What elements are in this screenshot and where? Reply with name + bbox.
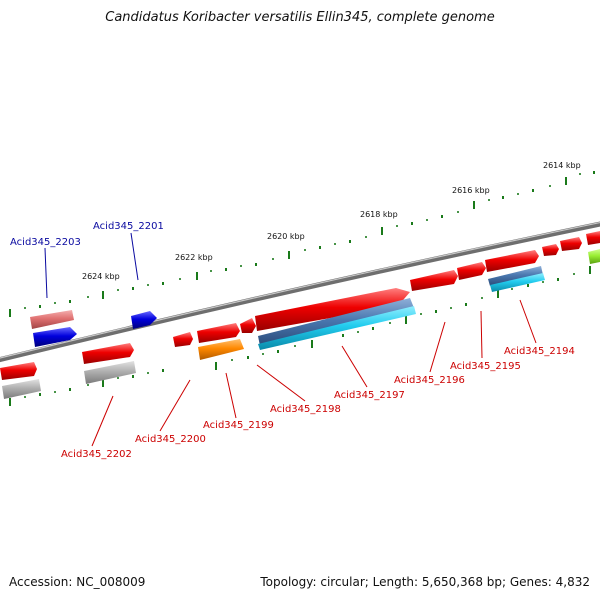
gene-feature[interactable] <box>410 270 458 291</box>
genome-backbone <box>0 221 600 363</box>
gene-feature[interactable] <box>82 343 134 364</box>
gene-feature[interactable] <box>198 339 244 360</box>
tick-label: 2614 kbp <box>543 161 581 170</box>
gene-label: Acid345_2196 <box>394 375 465 386</box>
gene-feature[interactable] <box>2 379 41 399</box>
coordinate-ruler <box>9 171 595 317</box>
genome-summary-text: Topology: circular; Length: 5,650,368 bp… <box>260 575 590 589</box>
map-title: Candidatus Koribacter versatilis Ellin34… <box>105 10 495 25</box>
gene-feature[interactable] <box>84 361 136 384</box>
gene-feature[interactable] <box>542 244 559 256</box>
gene-feature[interactable] <box>33 327 77 347</box>
gene-feature[interactable] <box>586 231 600 245</box>
tick-label: 2618 kbp <box>360 210 398 219</box>
gene-feature[interactable] <box>490 273 545 292</box>
tick-label: 2622 kbp <box>175 253 213 262</box>
gene-feature[interactable] <box>258 306 416 350</box>
tick-label: 2620 kbp <box>267 232 305 241</box>
tick-label: 2616 kbp <box>452 186 490 195</box>
tick-label: 2624 kbp <box>82 272 120 281</box>
gene-label: Acid345_2195 <box>450 361 521 372</box>
accession-text: Accession: NC_008009 <box>9 575 146 589</box>
gene-feature[interactable] <box>560 237 582 251</box>
forward-strand-genes <box>0 231 600 380</box>
gene-feature[interactable] <box>457 262 486 280</box>
gene-feature[interactable] <box>588 249 600 264</box>
gene-label: Acid345_2198 <box>270 404 341 415</box>
label-leaders <box>44 232 537 447</box>
gene-feature[interactable] <box>488 266 543 286</box>
gene-label: Acid345_2197 <box>334 390 405 401</box>
gene-feature[interactable] <box>485 250 539 272</box>
gene-label: Acid345_2199 <box>203 420 274 431</box>
gene-feature[interactable] <box>0 362 37 380</box>
gene-feature[interactable] <box>258 298 414 346</box>
gene-feature[interactable] <box>240 318 256 333</box>
gene-feature[interactable] <box>197 323 240 343</box>
gene-label: Acid345_2194 <box>504 346 575 357</box>
gene-label: Acid345_2203 <box>10 237 81 248</box>
gene-label: Acid345_2201 <box>93 221 164 232</box>
gene-feature[interactable] <box>30 310 74 329</box>
gene-label: Acid345_2200 <box>135 434 206 445</box>
gene-label: Acid345_2202 <box>61 449 132 460</box>
gene-feature[interactable] <box>173 332 193 347</box>
gene-feature[interactable] <box>255 288 410 331</box>
gene-feature[interactable] <box>131 311 157 329</box>
reverse-strand-genes <box>2 249 600 399</box>
